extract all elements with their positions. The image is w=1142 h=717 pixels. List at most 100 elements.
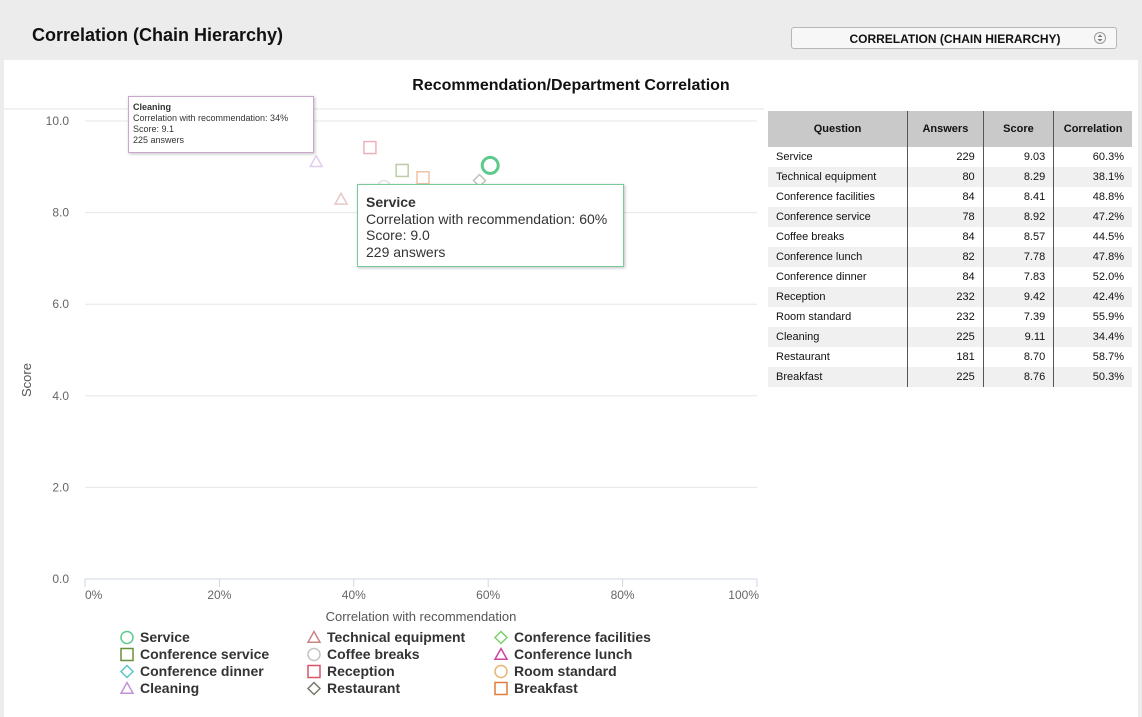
legend-label: Breakfast [514, 680, 578, 696]
legend-marker-conference-facilities [493, 630, 509, 645]
data-point-reception[interactable] [363, 140, 377, 155]
column-header-score[interactable]: Score [982, 111, 1054, 147]
data-point-conference-service[interactable] [395, 163, 409, 178]
table-cell-question: Reception [768, 287, 908, 307]
table-cell-correlation: 48.8% [1053, 187, 1132, 207]
legend-marker-triangle-icon [306, 629, 322, 644]
legend-marker-conference-dinner [119, 664, 135, 679]
table-cell-question: Conference facilities [776, 191, 876, 203]
table-cell-correlation: 44.5% [1053, 227, 1132, 247]
table-cell-score: 8.29 [982, 167, 1054, 187]
table-row: Restaurant 181 8.70 58.7% [768, 347, 1132, 367]
legend-marker-reception [307, 664, 321, 679]
table-cell-correlation: 50.3% [1053, 367, 1132, 387]
legend-label: Conference lunch [514, 646, 633, 662]
table-row: Conference service 78 8.92 47.2% [768, 207, 1132, 227]
legend-label: Room standard [514, 663, 617, 679]
table-cell-question: Breakfast [768, 367, 908, 387]
column-header-question[interactable]: Question [768, 111, 908, 147]
table-row: Conference dinner 84 7.83 52.0% [768, 267, 1132, 287]
table-cell-correlation: 38.1% [1053, 167, 1132, 187]
table-cell-answers: 82 [907, 247, 984, 267]
table-cell-score: 8.57 [982, 227, 1054, 247]
legend-marker-technical-equipment [306, 629, 322, 644]
table-row: Service 229 9.03 60.3% [768, 147, 1132, 167]
tooltip-service-title: Service [366, 194, 416, 210]
table-cell-answers: 84 [907, 227, 984, 247]
table-cell-question: Technical equipment [768, 167, 908, 187]
table-cell-score: 9.11 [982, 327, 1054, 347]
legend-marker-diamond-icon [306, 681, 322, 696]
data-point-cleaning[interactable] [308, 154, 324, 168]
legend-label: Technical equipment [327, 629, 466, 645]
x-tick-label: 20% [207, 588, 231, 602]
legend-label: Reception [327, 663, 395, 679]
chart-title: Recommendation/Department Correlation [412, 77, 730, 94]
tooltip-cleaning-title: Cleaning [133, 102, 172, 112]
table-row: Technical equipment 80 8.29 38.1% [768, 167, 1132, 187]
data-point-technical-equipment[interactable] [333, 191, 349, 205]
correlation-table: Question Answers Score Correlation Servi… [768, 111, 1132, 387]
view-select[interactable]: CORRELATION (CHAIN HIERARCHY) [791, 27, 1117, 49]
page-header: Correlation (Chain Hierarchy) CORRELATIO… [4, 4, 1138, 60]
legend-marker-breakfast [494, 681, 508, 696]
legend-marker-conference-service [120, 647, 134, 662]
legend-marker-cleaning [119, 680, 135, 695]
table-cell-question: Cleaning [768, 327, 908, 347]
table-cell-answers: 232 [907, 307, 984, 327]
table-row: Conference facilities 84 8.41 48.8% [768, 187, 1132, 207]
y-axis-title: Score [19, 363, 34, 397]
table-cell-answers: 84 [907, 267, 984, 287]
table-row: Breakfast 225 8.76 50.3% [768, 367, 1132, 387]
y-tick-label: 8.0 [52, 206, 69, 220]
column-header-answers[interactable]: Answers [907, 111, 984, 147]
select-arrows-icon [1094, 32, 1106, 44]
x-tick-label: 60% [476, 588, 500, 602]
legend-label: Conference service [140, 646, 270, 662]
y-tick-label: 10.0 [46, 114, 70, 128]
table-cell-question: Conference dinner [776, 271, 867, 283]
table-cell-answers: 229 [907, 147, 984, 167]
scatter-plot: 0.0 2.0 4.0 6.0 8.0 10.0 0% 20% 40% 60% 80% 100% Cor… [4, 108, 764, 624]
table-row: Reception 232 9.42 42.4% [768, 287, 1132, 307]
table-cell-answers: 181 [907, 347, 984, 367]
tooltip-cleaning-score: Score: 9.1 [133, 124, 175, 134]
legend-label: Service [140, 629, 190, 645]
table-cell-answers: 78 [907, 207, 984, 227]
legend-marker-square-icon [494, 681, 508, 696]
legend-marker-restaurant [306, 681, 322, 696]
legend-marker-triangle-icon [119, 680, 135, 695]
table-cell-score: 8.92 [982, 207, 1054, 227]
legend-marker-diamond-icon [493, 630, 509, 645]
y-tick-label: 2.0 [52, 480, 69, 494]
table-cell-question: Room standard [776, 311, 852, 323]
tooltip-service-correlation: Correlation with recommendation: 60% [366, 210, 608, 227]
table-cell-correlation: 60.3% [1053, 147, 1132, 167]
x-tick-label: 40% [342, 588, 366, 602]
chart-panel: Recommendation/Department Correlation 0.… [4, 60, 1138, 717]
table-row: Conference lunch 82 7.78 47.8% [768, 247, 1132, 267]
legend-marker-circle-icon [307, 647, 321, 662]
table-row: Cleaning 225 9.11 34.4% [768, 327, 1132, 347]
table-cell-answers: 80 [907, 167, 984, 187]
table-cell-correlation: 42.4% [1053, 287, 1132, 307]
data-point-breakfast[interactable] [416, 171, 430, 185]
data-point-service[interactable] [480, 155, 500, 175]
table-cell-correlation: 55.9% [1053, 307, 1132, 327]
legend-marker-room-standard [494, 664, 508, 679]
legend-label: Restaurant [327, 680, 401, 696]
y-tick-label: 0.0 [52, 572, 69, 586]
table-cell-answers: 225 [907, 327, 984, 347]
y-tick-label: 4.0 [52, 389, 69, 403]
table-cell-score: 7.39 [982, 307, 1054, 327]
tooltip-cleaning: Cleaning Correlation with recommendation… [128, 96, 314, 153]
table-cell-answers: 84 [907, 187, 984, 207]
legend-label: Conference facilities [514, 629, 651, 645]
table-row: Room standard 232 7.39 55.9% [768, 307, 1132, 327]
table-cell-question: Service [776, 151, 813, 163]
legend-marker-service [120, 630, 134, 645]
table-cell-score: 8.70 [982, 347, 1054, 367]
legend-label: Conference dinner [140, 663, 264, 679]
column-header-correlation[interactable]: Correlation [1053, 111, 1132, 147]
tooltip-service-score: Score: 9.0 [366, 227, 430, 243]
